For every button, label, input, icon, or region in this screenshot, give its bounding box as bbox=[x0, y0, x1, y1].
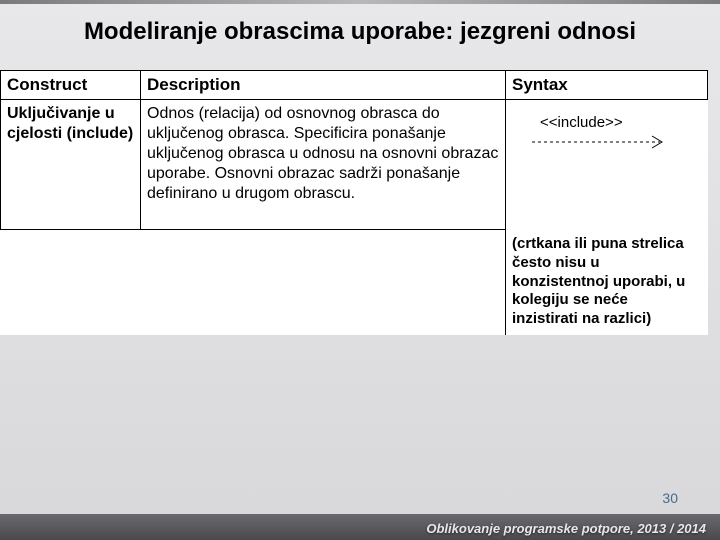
note-row: (crtkana ili puna strelica često nisu u … bbox=[1, 229, 708, 335]
content-table-wrap: Construct Description Syntax Uključivanj… bbox=[0, 70, 708, 335]
table-header-row: Construct Description Syntax bbox=[1, 70, 708, 99]
include-stereotype-label: <<include>> bbox=[540, 114, 623, 133]
header-construct: Construct bbox=[1, 70, 141, 99]
table-row: Uključivanje u cjelosti (include) Odnos … bbox=[1, 99, 708, 229]
cell-description: Odnos (relacija) od osnovnog obrasca do … bbox=[141, 99, 506, 229]
content-table: Construct Description Syntax Uključivanj… bbox=[0, 70, 708, 335]
header-syntax: Syntax bbox=[506, 70, 708, 99]
footer-text: Oblikovanje programske potpore, 2013 / 2… bbox=[426, 521, 706, 536]
cell-note: (crtkana ili puna strelica često nisu u … bbox=[506, 229, 708, 335]
include-arrow-icon bbox=[532, 134, 672, 154]
header-description: Description bbox=[141, 70, 506, 99]
page-number: 30 bbox=[662, 490, 678, 506]
cell-construct: Uključivanje u cjelosti (include) bbox=[1, 99, 141, 229]
slide-title: Modeliranje obrascima uporabe: jezgreni … bbox=[0, 0, 720, 56]
cell-syntax: <<include>> bbox=[506, 99, 708, 229]
